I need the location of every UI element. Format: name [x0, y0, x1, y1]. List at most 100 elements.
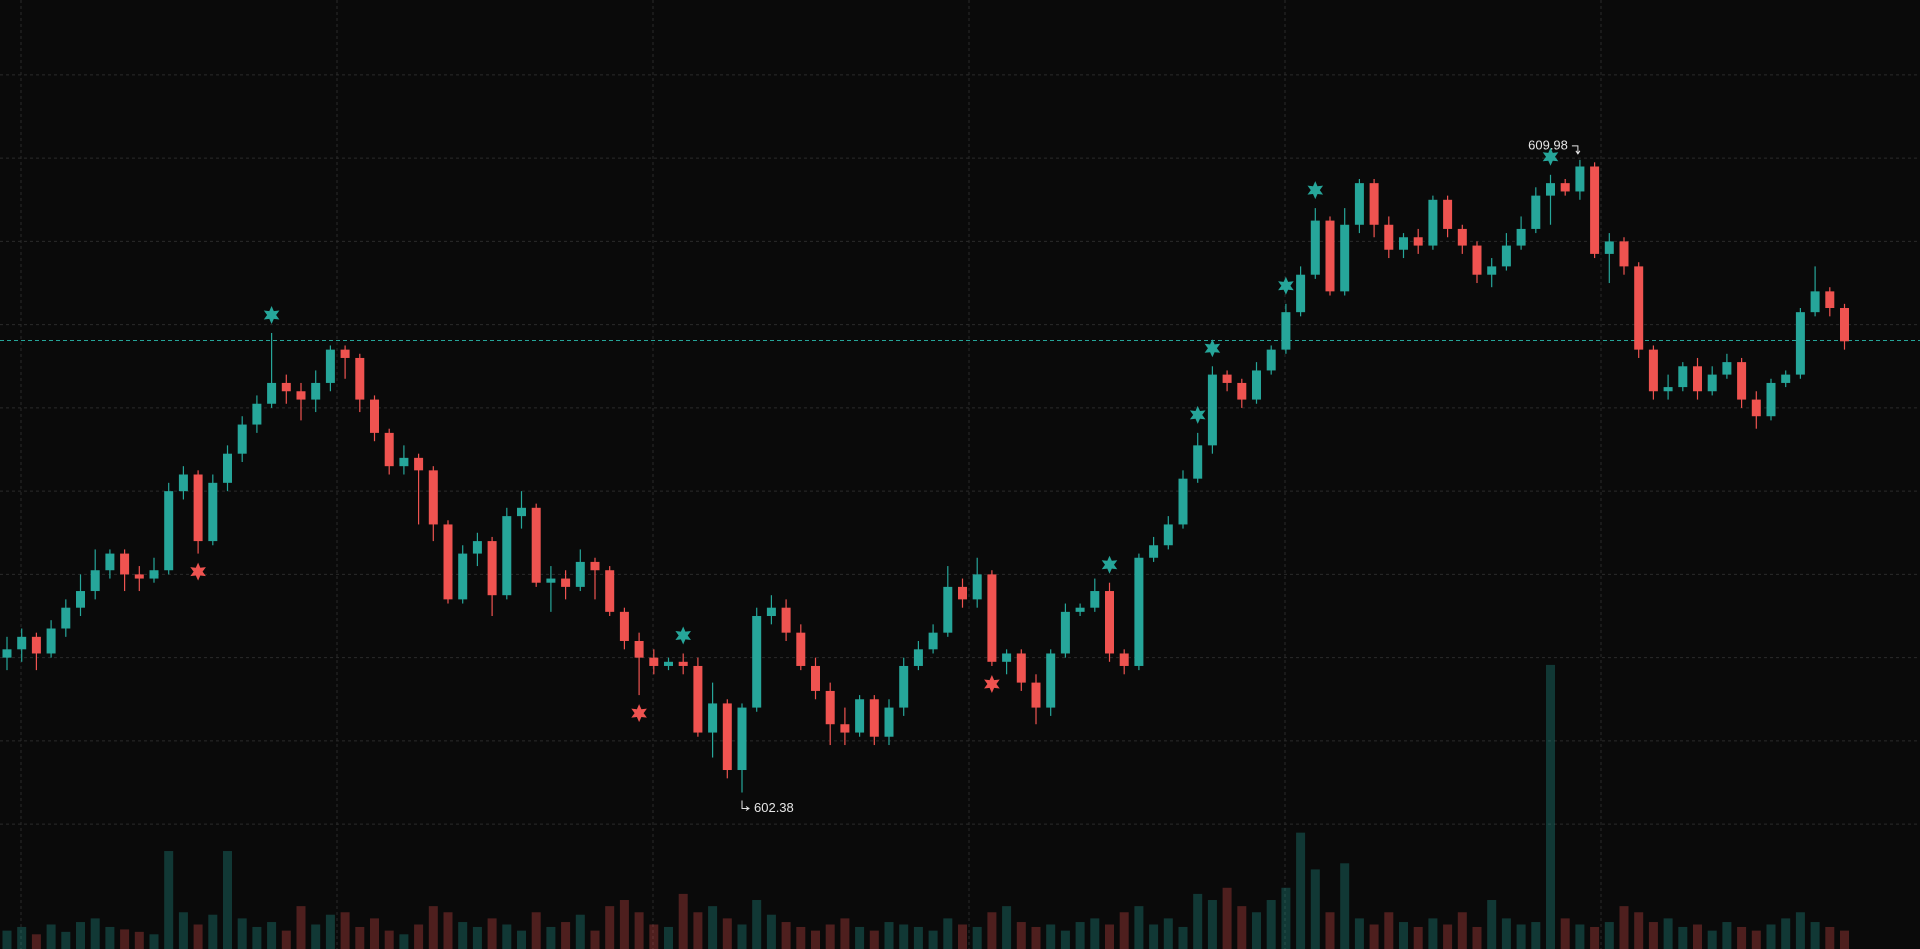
- volume-bar: [1031, 926, 1041, 949]
- candle-body: [722, 703, 732, 771]
- candle-body: [355, 357, 365, 400]
- volume-bar: [46, 924, 56, 949]
- volume-bar: [531, 912, 541, 949]
- candle-body: [1060, 611, 1070, 654]
- candle-body: [1384, 224, 1394, 250]
- volume-bar: [766, 914, 776, 949]
- min-arrow: [741, 800, 750, 811]
- candle-body: [164, 491, 174, 571]
- volume-bar: [546, 926, 556, 949]
- candle-body: [1046, 653, 1056, 708]
- candle-body: [1222, 374, 1232, 383]
- candle-body: [178, 474, 188, 492]
- volume-bar: [458, 922, 468, 949]
- candle-body: [193, 474, 203, 542]
- volume-bar: [281, 930, 291, 949]
- volume-bar: [1325, 912, 1335, 949]
- candle-body: [1707, 374, 1717, 392]
- candle-body: [46, 628, 56, 654]
- volume-bar: [575, 914, 585, 949]
- candle-body: [1281, 312, 1291, 350]
- max-label: 609.98: [1528, 137, 1568, 152]
- volume-bar: [1472, 926, 1482, 949]
- candle-body: [1678, 366, 1688, 388]
- volume-bar: [149, 934, 159, 949]
- volume-bar: [325, 914, 335, 949]
- candle-body: [1428, 199, 1438, 246]
- signal-up: [263, 306, 280, 324]
- candle-body: [664, 661, 673, 666]
- candle-body: [76, 591, 85, 608]
- candle-body: [90, 570, 100, 592]
- volume-bar: [90, 918, 100, 949]
- volume-bar: [252, 926, 262, 949]
- candle-body: [61, 607, 71, 629]
- volume-bar: [1134, 906, 1144, 949]
- volume-bar: [1575, 924, 1585, 949]
- candle-body: [1105, 591, 1114, 654]
- candle-body: [1443, 199, 1453, 229]
- volume-bar: [296, 906, 306, 949]
- volume-bar: [1369, 924, 1379, 949]
- candle-body: [1369, 183, 1379, 225]
- candle-body: [31, 636, 41, 654]
- candle-body: [399, 457, 409, 467]
- candle-body: [590, 561, 600, 571]
- candle-body: [678, 661, 688, 666]
- candle-body: [1340, 224, 1350, 292]
- candle-body: [1840, 308, 1849, 342]
- candle-body: [384, 432, 394, 467]
- volume-bar: [472, 926, 482, 949]
- volume-bar: [1340, 863, 1350, 949]
- volume-bar: [1531, 922, 1541, 949]
- candle-body: [1722, 362, 1732, 375]
- volume-bar: [781, 922, 791, 949]
- candle-body: [693, 665, 703, 733]
- volume-bar: [1663, 918, 1673, 949]
- volume-bar: [399, 934, 409, 949]
- volume-bar: [1457, 912, 1467, 949]
- volume-bar: [1810, 922, 1820, 949]
- volume-bar: [649, 924, 659, 949]
- volume-bar: [267, 922, 277, 949]
- candle-body: [1310, 220, 1320, 275]
- candle-body: [1693, 366, 1702, 392]
- candle-body: [1354, 183, 1364, 225]
- volume-bar: [1737, 926, 1747, 949]
- signal-up: [1101, 555, 1118, 574]
- volume-bar: [1090, 918, 1100, 949]
- volume-bar: [943, 918, 953, 949]
- candle-body: [1296, 274, 1306, 313]
- volume-bar: [208, 914, 218, 949]
- volume-bar: [1310, 869, 1320, 949]
- candle-body: [619, 611, 629, 641]
- volume-bar: [840, 918, 850, 949]
- volume-bar: [311, 924, 321, 949]
- candle-body: [1766, 382, 1776, 417]
- signal-up: [1542, 147, 1559, 166]
- candle-body: [766, 607, 776, 617]
- volume-bar: [1149, 924, 1159, 949]
- candle-body: [884, 707, 894, 737]
- volume-bar: [634, 912, 644, 949]
- candle-body: [1472, 245, 1482, 275]
- min-label: 602.38: [754, 800, 794, 815]
- candle-body: [149, 570, 159, 579]
- candle-body: [899, 665, 909, 708]
- candle-body: [428, 470, 438, 525]
- volume-bar: [619, 900, 629, 949]
- candle-body: [340, 349, 350, 358]
- candle-body: [1575, 166, 1585, 192]
- volume-bar: [120, 929, 130, 949]
- volume-bar: [1751, 930, 1761, 949]
- signal-up: [1278, 276, 1294, 295]
- volume-bar: [1399, 922, 1408, 949]
- volume-bar: [2, 930, 12, 949]
- volume-bar: [796, 926, 806, 949]
- candle-body: [634, 640, 644, 658]
- volume-bar: [164, 851, 174, 949]
- volume-bar: [1560, 918, 1570, 949]
